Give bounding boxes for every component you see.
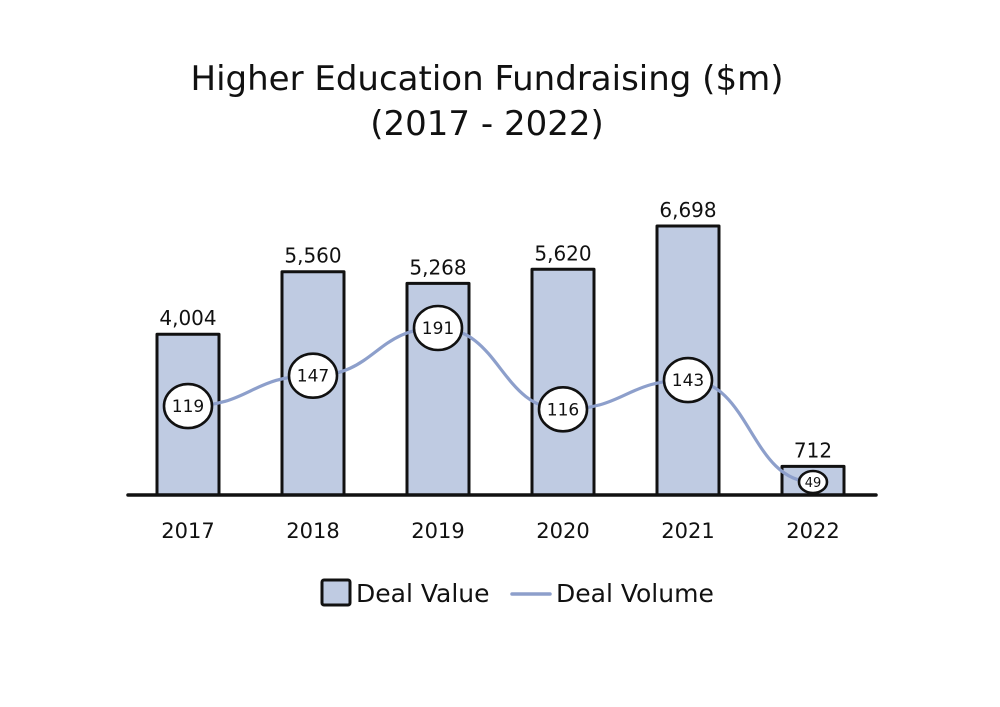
- ticks-layer: 2017 2018 2019 2020 2021 2022: [161, 519, 839, 543]
- volume-label-2019: 191: [422, 319, 454, 339]
- legend-swatch-deal-value: [320, 578, 352, 607]
- chart-subtitle: (2017 - 2022): [370, 104, 603, 144]
- volume-marker-2021: [662, 356, 714, 404]
- volume-marker-2022: [797, 469, 829, 495]
- volume-marker-2018: [287, 352, 339, 400]
- x-tick-label-2021: 2021: [661, 519, 714, 543]
- bar-value-label-2021: 6,698: [659, 198, 716, 222]
- bar-value-label-2018: 5,560: [284, 244, 341, 268]
- x-tick-label-2018: 2018: [286, 519, 339, 543]
- legend-label-deal-value: Deal Value: [356, 579, 490, 608]
- bar-value-label-2019: 5,268: [409, 255, 466, 279]
- volume-marker-2019: [412, 304, 464, 352]
- volume-label-2018: 147: [297, 367, 329, 387]
- bar-value-label-2022: 712: [794, 438, 832, 462]
- volume-label-2020: 116: [547, 400, 579, 420]
- volume-label-2021: 143: [672, 371, 704, 391]
- chart-title: Higher Education Fundraising ($m): [191, 59, 784, 99]
- bars-layer: 4,004 5,560 5,268 5,620 6,698 712: [155, 198, 846, 497]
- volume-marker-2020: [537, 386, 589, 433]
- bar-value-label-2020: 5,620: [534, 241, 591, 265]
- volume-label-2017: 119: [172, 397, 204, 417]
- x-tick-label-2022: 2022: [786, 519, 839, 543]
- x-tick-label-2019: 2019: [411, 519, 464, 543]
- bar-2020: [530, 267, 596, 497]
- x-tick-label-2017: 2017: [161, 519, 214, 543]
- x-tick-label-2020: 2020: [536, 519, 589, 543]
- volume-label-2022: 49: [805, 476, 822, 491]
- volume-marker-2017: [162, 382, 214, 430]
- legend: Deal Value Deal Volume: [320, 578, 714, 608]
- bar-value-label-2017: 4,004: [159, 306, 216, 330]
- marker-layer: 119 147 191 116 143 49: [162, 304, 829, 495]
- legend-label-deal-volume: Deal Volume: [556, 579, 714, 608]
